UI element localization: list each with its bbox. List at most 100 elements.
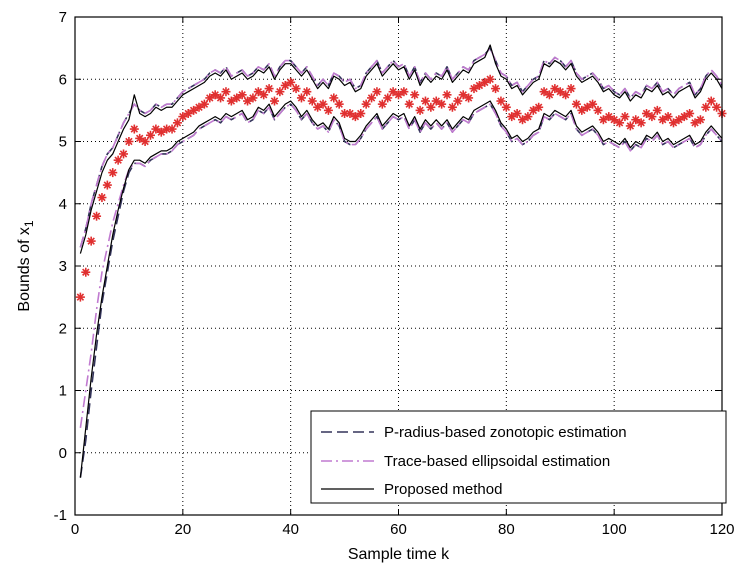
marker-stroke	[378, 100, 387, 108]
estimate-marker	[544, 90, 554, 100]
marker-stroke	[330, 94, 338, 102]
marker-stroke	[648, 112, 656, 121]
marker-stroke	[254, 87, 263, 96]
marker-stroke	[540, 87, 548, 96]
estimate-marker	[237, 90, 247, 100]
estimate-marker	[113, 155, 123, 165]
marker-stroke	[508, 112, 516, 121]
legend-box	[310, 410, 727, 504]
estimate-marker	[663, 112, 673, 122]
marker-stroke	[357, 109, 365, 118]
y-tick-label: -1	[54, 507, 67, 524]
marker-stroke	[206, 94, 214, 102]
marker-stroke	[157, 128, 165, 136]
marker-stroke	[421, 97, 430, 105]
estimate-marker	[183, 108, 193, 118]
marker-stroke	[459, 91, 467, 99]
estimate-marker	[561, 90, 571, 100]
estimate-marker	[167, 124, 177, 134]
marker-stroke	[103, 181, 112, 189]
marker-stroke	[556, 87, 564, 96]
legend-label-zonotopic: P-radius-based zonotopic estimation	[384, 424, 627, 441]
marker-stroke	[367, 94, 376, 102]
estimate-marker	[712, 102, 722, 112]
estimate-marker	[577, 105, 587, 115]
marker-stroke	[545, 91, 554, 99]
marker-stroke	[259, 91, 268, 99]
estimate-marker	[334, 99, 344, 109]
estimate-marker	[296, 93, 306, 103]
marker-stroke	[146, 131, 155, 139]
marker-stroke	[308, 97, 316, 105]
estimate-marker	[636, 118, 646, 128]
estimate-marker	[302, 87, 312, 97]
estimate-marker	[372, 87, 382, 97]
marker-stroke	[481, 78, 489, 87]
series-2-upper-bound-line	[79, 44, 723, 254]
estimate-marker	[86, 236, 96, 246]
marker-stroke	[400, 87, 408, 96]
y-axis-label-group: Bounds of x1	[16, 220, 36, 312]
marker-stroke	[189, 106, 198, 115]
estimate-marker	[275, 87, 285, 97]
estimate-marker	[248, 93, 258, 103]
marker-stroke	[626, 122, 635, 130]
marker-stroke	[238, 91, 246, 99]
estimate-marker	[501, 102, 511, 112]
marker-stroke	[270, 97, 279, 105]
y-tick-label: 1	[59, 383, 67, 400]
y-tick-label: 0	[59, 445, 67, 462]
x-tick-label: 0	[71, 521, 79, 538]
marker-stroke	[313, 103, 322, 111]
marker-stroke	[572, 100, 581, 108]
estimate-marker	[609, 115, 619, 125]
marker-stroke	[125, 137, 133, 146]
marker-stroke	[162, 125, 171, 133]
y-tick-label: 2	[59, 320, 67, 337]
estimate-marker	[205, 93, 215, 103]
marker-stroke	[615, 119, 624, 127]
marker-stroke	[303, 87, 311, 96]
estimate-marker	[420, 96, 430, 106]
estimate-marker	[383, 93, 393, 103]
marker-stroke	[702, 103, 710, 111]
marker-stroke	[410, 91, 419, 99]
estimate-marker	[307, 96, 317, 106]
estimate-marker	[221, 87, 231, 97]
marker-stroke	[513, 109, 521, 118]
estimate-marker	[701, 102, 711, 112]
marker-stroke	[642, 109, 651, 118]
marker-stroke	[588, 100, 597, 108]
series-2-lower-bound-line	[79, 100, 723, 478]
marker-stroke	[281, 81, 289, 90]
estimate-marker	[264, 84, 274, 94]
marker-stroke	[297, 94, 306, 102]
x-tick-label: 80	[498, 521, 515, 538]
marker-stroke	[114, 156, 122, 164]
marker-stroke	[195, 103, 203, 111]
legend-label-proposed: Proposed method	[384, 481, 502, 498]
marker-stroke	[583, 103, 591, 111]
y-axis-label-main: Bounds of x	[16, 227, 33, 312]
marker-stroke	[432, 97, 440, 105]
marker-stroke	[680, 112, 688, 121]
estimate-marker	[356, 108, 366, 118]
marker-stroke	[534, 103, 543, 111]
series-1-lower-bound-line	[79, 103, 723, 428]
y-tick-label: 5	[59, 134, 67, 151]
estimate-marker	[145, 130, 155, 140]
estimate-marker	[97, 193, 107, 203]
marker-stroke	[389, 87, 397, 96]
y-tick-label: 7	[59, 9, 67, 26]
estimate-marker	[620, 112, 630, 122]
y-tick-label: 3	[59, 258, 67, 275]
marker-stroke	[335, 100, 343, 108]
marker-stroke	[87, 237, 95, 245]
marker-stroke	[249, 94, 257, 102]
marker-stroke	[712, 103, 721, 111]
marker-stroke	[405, 100, 413, 108]
marker-stroke	[373, 87, 381, 96]
marker-stroke	[658, 115, 667, 124]
estimate-marker	[394, 90, 403, 100]
